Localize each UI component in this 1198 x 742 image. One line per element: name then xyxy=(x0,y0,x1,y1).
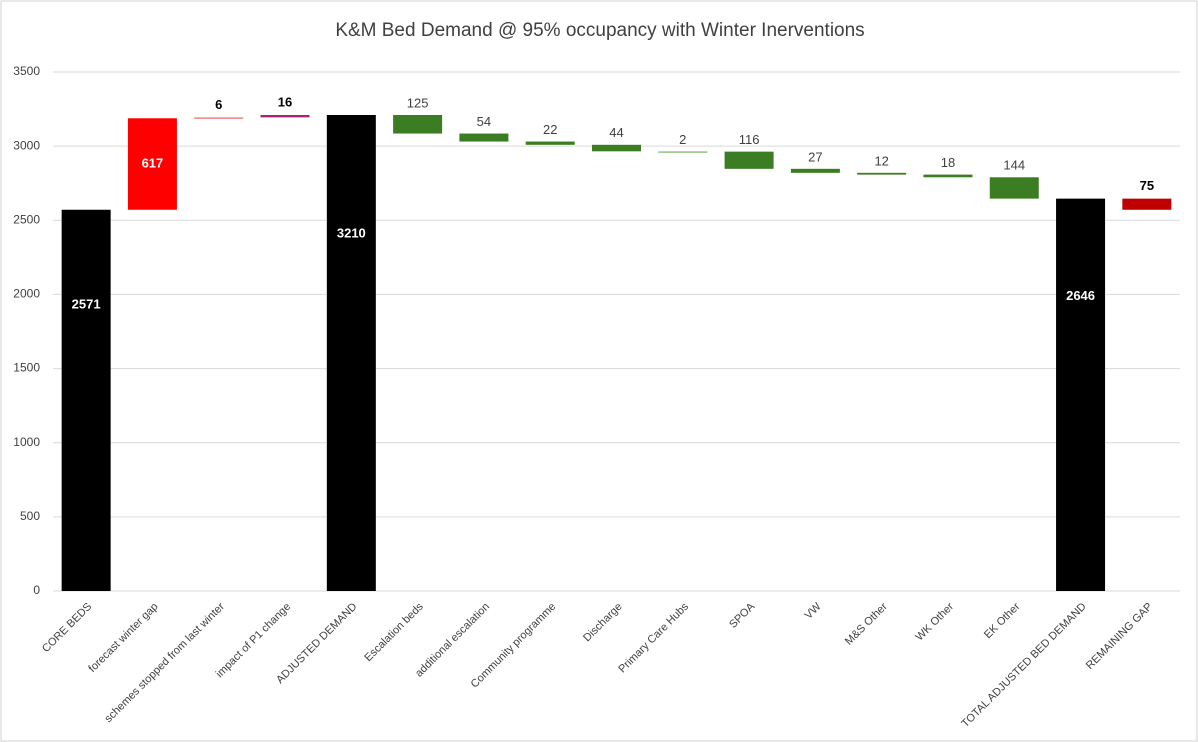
bar xyxy=(1122,198,1172,210)
data-label: 116 xyxy=(739,132,760,147)
bar xyxy=(326,115,376,591)
y-tick-label: 3000 xyxy=(13,138,40,152)
y-tick-label: 2000 xyxy=(13,287,40,301)
y-tick-label: 1500 xyxy=(13,361,40,375)
bar xyxy=(724,151,774,169)
data-label: 2 xyxy=(679,132,686,147)
bar xyxy=(592,144,641,152)
bar xyxy=(658,151,708,153)
bar xyxy=(989,177,1039,199)
chart-title: K&M Bed Demand @ 95% occupancy with Wint… xyxy=(335,20,864,41)
data-label: 27 xyxy=(808,149,822,164)
bar xyxy=(194,117,244,119)
bar xyxy=(393,115,443,134)
data-label: 54 xyxy=(477,114,491,129)
bar xyxy=(790,168,840,173)
y-tick-label: 0 xyxy=(33,583,40,597)
bar xyxy=(127,118,177,210)
data-label: 22 xyxy=(543,122,557,137)
data-label: 75 xyxy=(1140,178,1154,193)
data-label: 12 xyxy=(874,153,888,168)
data-label: 2571 xyxy=(72,297,101,312)
data-label: 2646 xyxy=(1066,288,1095,303)
data-label: 617 xyxy=(142,155,164,170)
bar xyxy=(857,172,907,175)
data-label: 125 xyxy=(407,95,429,110)
data-label: 3210 xyxy=(337,225,366,240)
data-label: 6 xyxy=(215,97,222,112)
bar xyxy=(525,141,575,145)
data-label: 18 xyxy=(941,155,955,170)
data-label: 16 xyxy=(278,94,292,109)
data-label: 44 xyxy=(609,125,623,140)
data-label: 144 xyxy=(1003,158,1025,173)
bar xyxy=(459,133,509,142)
bar xyxy=(1056,198,1106,592)
y-tick-label: 3500 xyxy=(13,64,40,78)
y-tick-label: 2500 xyxy=(13,212,40,226)
bar xyxy=(260,115,310,118)
y-tick-label: 500 xyxy=(20,509,40,523)
bar xyxy=(61,209,111,591)
bar xyxy=(923,174,973,178)
y-tick-label: 1000 xyxy=(13,435,40,449)
